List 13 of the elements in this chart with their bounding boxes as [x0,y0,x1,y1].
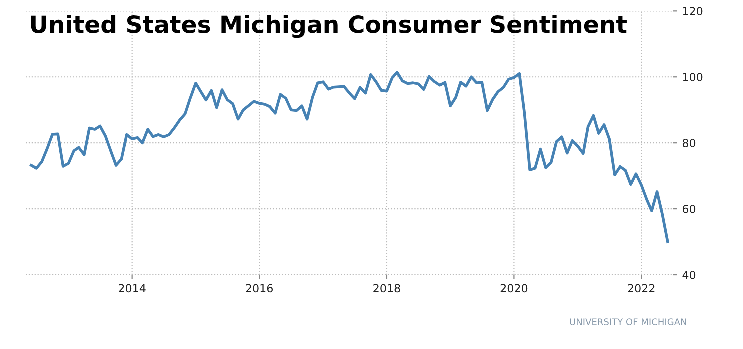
chart-title: United States Michigan Consumer Sentiment [31,15,627,38]
x-tick-label: 2014 [119,284,146,293]
x-tick-label: 2022 [628,284,655,293]
y-tick-label: 100 [683,73,703,82]
x-tick-label: 2020 [500,284,528,293]
x-tick-label: 2016 [246,284,273,293]
y-tick-label: 40 [682,270,696,280]
x-tick-label: 2018 [374,284,400,293]
text: UNIVERSITY OF MICHIGAN [570,318,686,326]
line-series [30,71,670,244]
y-tick-label: 80 [682,139,696,148]
y-tick-label: 60 [682,205,696,214]
y-tick-label: 120 [683,7,703,16]
